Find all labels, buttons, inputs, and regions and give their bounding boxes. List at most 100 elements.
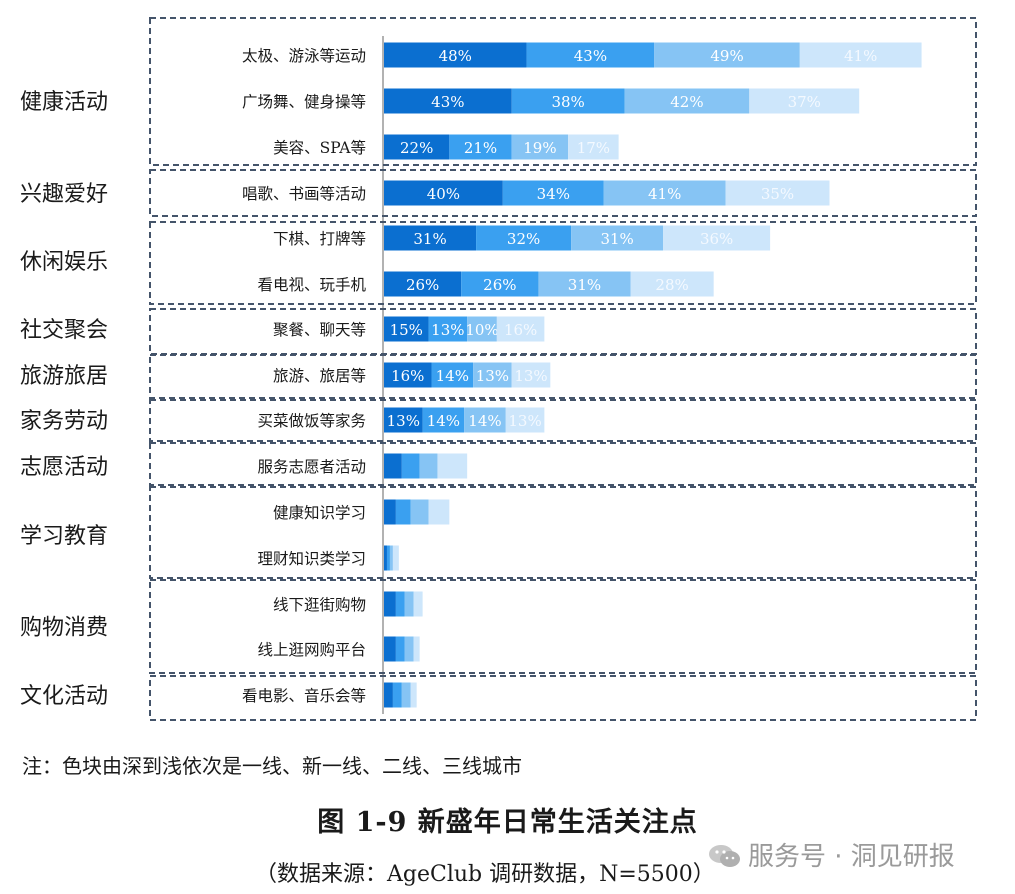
bar-segment [386, 545, 390, 571]
data-label: 31% [568, 276, 601, 294]
bar-segment [384, 591, 396, 617]
group-box [149, 675, 977, 721]
group-box [149, 17, 977, 166]
bar-segment [799, 42, 922, 68]
group-box [149, 442, 977, 486]
bar-segment [384, 180, 503, 206]
bar-segment [511, 88, 625, 114]
data-label: 22% [400, 139, 433, 157]
data-label: 31% [413, 230, 446, 248]
bar-segment [384, 42, 527, 68]
data-label: 41% [844, 47, 877, 65]
bar-segment [384, 225, 477, 251]
group-label: 旅游旅居 [20, 364, 108, 389]
category-label: 线上逛网购平台 [257, 641, 366, 659]
data-label: 13% [431, 321, 464, 339]
bar-segment [428, 499, 450, 525]
bar-segment [663, 225, 771, 251]
data-label: 38% [551, 93, 584, 111]
bar-segment [419, 453, 438, 479]
data-label: 26% [483, 276, 516, 294]
bar-segment [384, 682, 393, 708]
bar-segment [571, 225, 664, 251]
bar-segment [749, 88, 860, 114]
group-label: 社交聚会 [20, 318, 108, 343]
data-label: 40% [427, 185, 460, 203]
bar-segment [384, 316, 429, 342]
bar-segment [467, 316, 497, 342]
bar-segment [630, 271, 714, 297]
wechat-icon [709, 845, 740, 867]
data-label: 19% [523, 139, 556, 157]
data-label: 14% [436, 367, 469, 385]
category-label: 聚餐、聊天等 [273, 321, 366, 339]
bar-segment [384, 499, 396, 525]
data-label: 17% [577, 139, 610, 157]
category-label: 服务志愿者活动 [257, 458, 366, 476]
bar-segment [384, 271, 462, 297]
bar-segment [461, 271, 539, 297]
data-label: 14% [427, 412, 460, 430]
bar-segment [401, 682, 411, 708]
bar-segment [413, 636, 420, 662]
data-label: 37% [788, 93, 821, 111]
bar-segment [505, 407, 545, 433]
group-box [149, 169, 977, 217]
data-label: 34% [537, 185, 570, 203]
bar-segment [502, 180, 604, 206]
data-label: 14% [468, 412, 501, 430]
bar-segment [464, 407, 506, 433]
bar-segment [384, 636, 396, 662]
data-label: 13% [514, 367, 547, 385]
data-label: 35% [761, 185, 794, 203]
bar-segment [603, 180, 726, 206]
group-box [149, 399, 977, 442]
category-label: 健康知识学习 [273, 504, 366, 522]
data-label: 13% [387, 412, 420, 430]
category-label: 广场舞、健身操等 [242, 93, 366, 111]
group-label: 购物消费 [20, 616, 108, 641]
bar-segment [384, 545, 387, 571]
bar-segment [449, 134, 512, 160]
bar-segment [404, 591, 414, 617]
data-label: 13% [476, 367, 509, 385]
bar-segment [473, 362, 512, 388]
bar-segment [395, 499, 411, 525]
category-label: 理财知识类学习 [257, 550, 366, 568]
bar-segment [384, 88, 512, 114]
data-label: 48% [439, 47, 472, 65]
group-box [149, 221, 977, 305]
bar-segment [384, 407, 423, 433]
figure-title: 图 1-9 新盛年日常生活关注点 [317, 807, 698, 838]
category-label: 买菜做饭等家务 [257, 412, 366, 430]
data-label: 49% [710, 47, 743, 65]
bar-segment [511, 362, 551, 388]
bar-segment [392, 682, 402, 708]
bar-segment [431, 362, 474, 388]
bar-segment [401, 453, 420, 479]
bar-segment [476, 225, 572, 251]
bar-segment [526, 42, 655, 68]
bar-segment [384, 134, 450, 160]
group-label: 志愿活动 [20, 455, 108, 480]
bar-segment [413, 591, 423, 617]
data-label: 16% [504, 321, 537, 339]
category-label: 旅游、旅居等 [273, 367, 366, 385]
category-label: 看电视、玩手机 [257, 276, 366, 294]
category-label: 唱歌、书画等活动 [242, 185, 366, 203]
bar-segment [538, 271, 631, 297]
data-label: 26% [406, 276, 439, 294]
data-label: 32% [507, 230, 540, 248]
data-label: 41% [648, 185, 681, 203]
data-label: 15% [390, 321, 423, 339]
bar-segment [410, 499, 429, 525]
bar-segment [568, 134, 619, 160]
stacked-bar-chart: 健康活动 太极、游泳等运动 48% 43% 49% 41% 广场舞、健身操等 43% 38% 42… [20, 17, 977, 721]
data-source: （数据来源：AgeClub 调研数据，N=5500） [255, 862, 715, 887]
category-label: 看电影、音乐会等 [242, 687, 366, 705]
bar-segment [389, 545, 393, 571]
group-label: 兴趣爱好 [20, 182, 108, 207]
chart-note: 注：色块由深到浅依次是一线、新一线、二线、三线城市 [22, 754, 522, 778]
category-label: 下棋、打牌等 [273, 230, 366, 248]
bar-segment [404, 636, 414, 662]
